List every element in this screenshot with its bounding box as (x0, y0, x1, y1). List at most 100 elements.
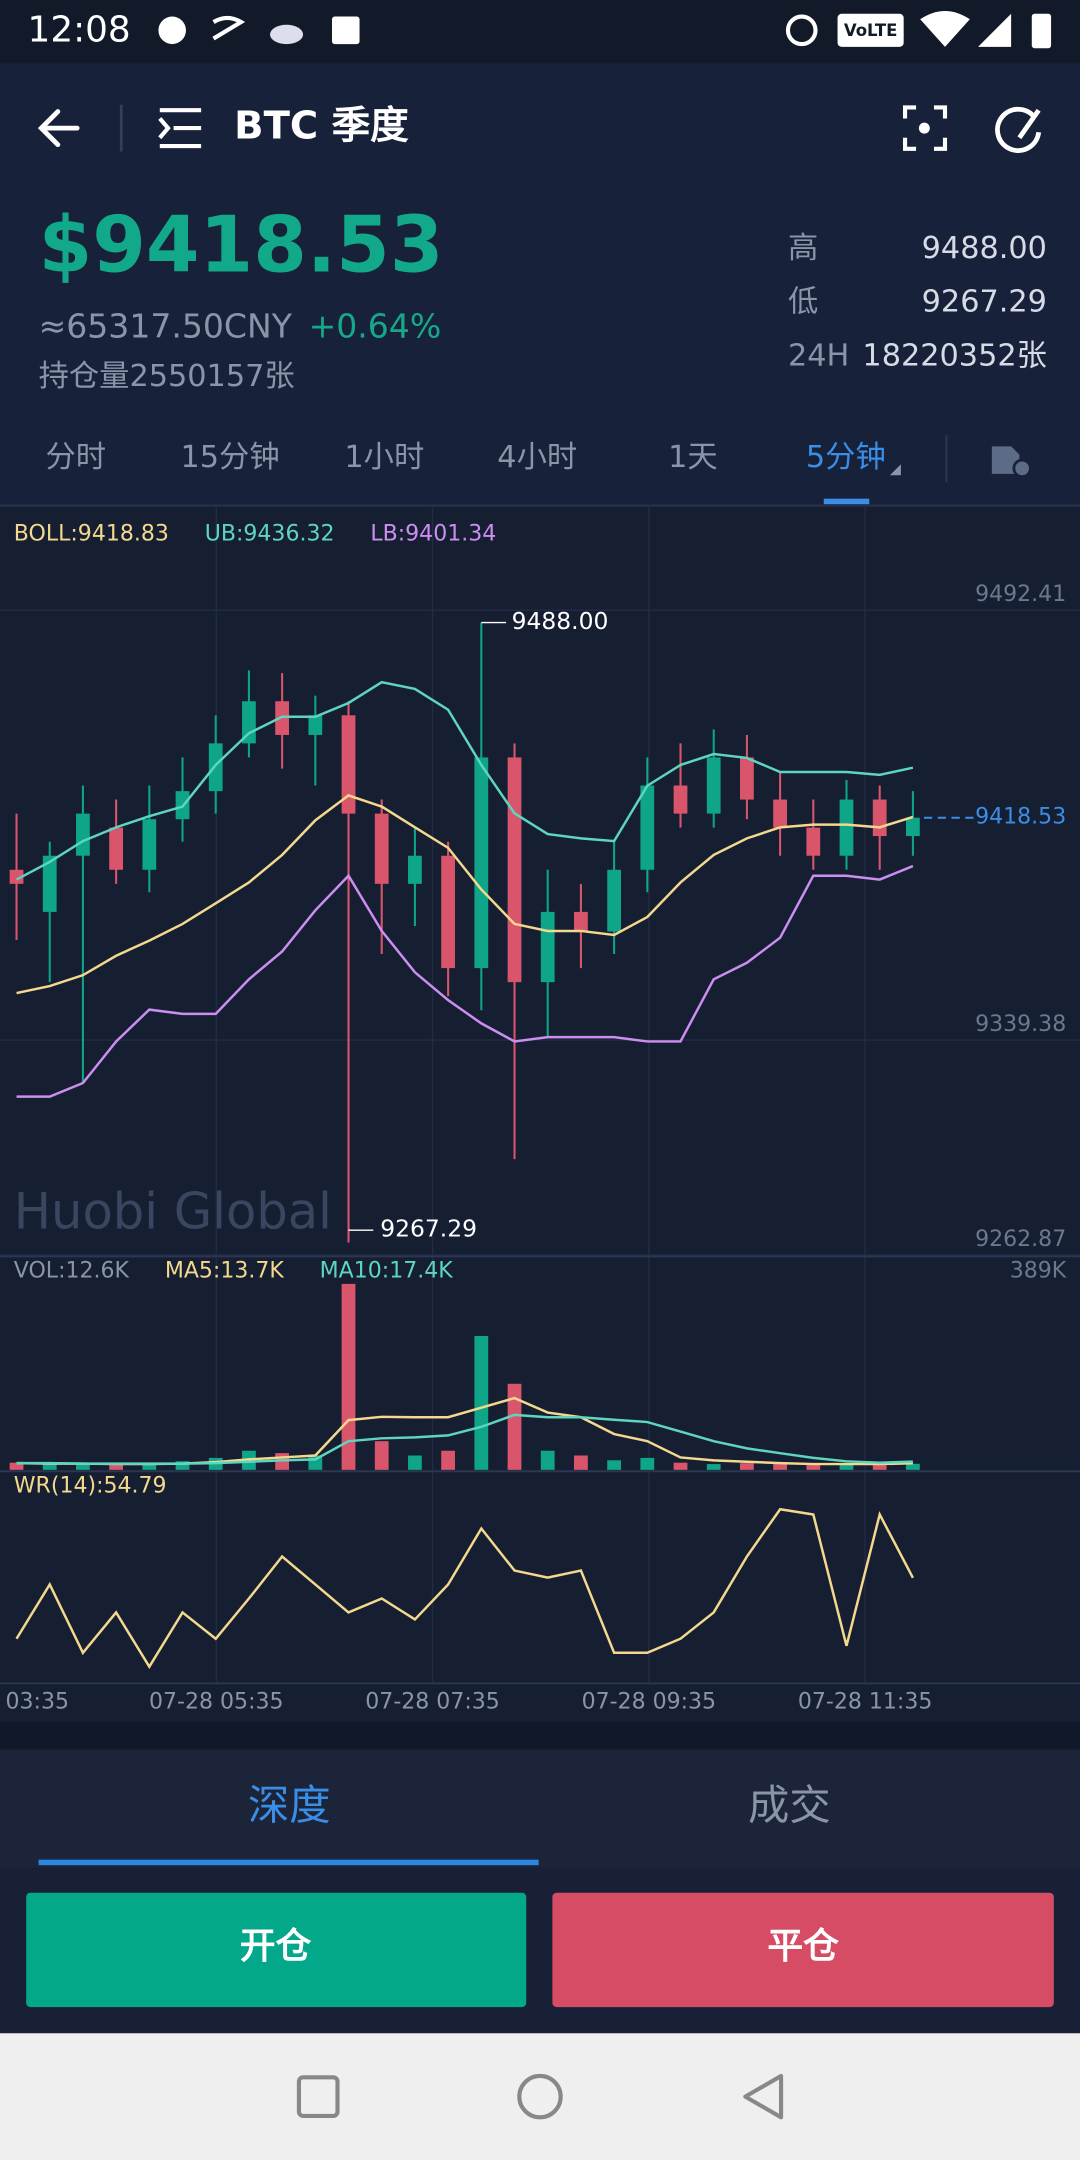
y-tick-label: 9339.38 (975, 1012, 1066, 1037)
back-button[interactable] (37, 109, 80, 148)
stat-value: 18220352张 (862, 338, 1047, 373)
time-label: 03:35 (6, 1690, 70, 1715)
volume-bar (839, 1464, 854, 1470)
volume-bar (142, 1464, 157, 1470)
volume-bar (574, 1455, 588, 1470)
tab-indicator (823, 498, 870, 505)
volume-bar (507, 1383, 522, 1470)
candle-body (574, 911, 588, 932)
candle-body (109, 827, 124, 870)
last-price-label: 9418.53 (975, 805, 1066, 830)
volume-bar (607, 1460, 621, 1470)
nav-bar (0, 2033, 1080, 2160)
clock: 12:08 (28, 10, 131, 51)
volume-bar (773, 1464, 787, 1470)
close-button[interactable] (552, 1892, 1054, 2008)
interval-tab[interactable]: 15分钟 (180, 440, 279, 475)
candle-body (706, 757, 721, 814)
volume-bar (906, 1463, 920, 1470)
ma-line (16, 1413, 913, 1465)
open-interest: 持仓量2550157张 (39, 359, 295, 394)
stat-label: 24H (788, 338, 849, 373)
candle-body (507, 757, 522, 983)
interval-tab[interactable]: 分时 (45, 440, 106, 475)
time-label: 07-28 09:35 (582, 1690, 717, 1715)
candle-body (308, 715, 323, 735)
boll-line (16, 864, 914, 1098)
candle-body (773, 799, 787, 828)
candle-body (474, 757, 489, 969)
volume-bar (540, 1450, 555, 1470)
open-button[interactable] (26, 1892, 527, 2008)
stat-value: 9267.29 (922, 285, 1047, 320)
last-price-bg (979, 803, 1071, 832)
volume-bar (441, 1450, 456, 1470)
spacer (0, 1721, 1080, 1750)
bottom-tab-indicator (38, 1859, 539, 1866)
screenshot-button[interactable] (902, 105, 948, 151)
boll-line (15, 680, 914, 881)
candle-body (341, 715, 356, 814)
weather-icon (270, 24, 304, 45)
last-price: $9418.53 (39, 201, 444, 291)
candle-body (142, 819, 157, 870)
legend-entry: MA5:13.7K (165, 1258, 285, 1283)
chart-panel (0, 506, 1080, 1722)
candle-body (740, 757, 754, 800)
bottom-tabs (0, 1749, 1080, 1868)
back-nav-button[interactable] (743, 2073, 784, 2120)
candle-body (872, 799, 887, 837)
watermark: Huobi Global (14, 1183, 332, 1241)
bottom-tab[interactable]: 成交 (748, 1782, 831, 1830)
volume-bar (109, 1465, 124, 1470)
status-icon (212, 15, 246, 41)
interval-tab[interactable]: 1天 (668, 440, 718, 475)
legend-entry: MA10:17.4K (320, 1258, 454, 1283)
menu-button[interactable] (158, 108, 202, 149)
wifi-icon (920, 11, 970, 47)
boll-line (16, 794, 914, 995)
volte-text: VoLTE (844, 21, 898, 40)
price-change: +0.64% (309, 306, 442, 345)
share-button[interactable] (995, 106, 1042, 153)
recents-button[interactable] (296, 2075, 340, 2118)
screenshot-dot (918, 122, 930, 134)
volume-bar (76, 1463, 90, 1470)
stat-value: 9488.00 (922, 231, 1047, 266)
y-tick-label: 9262.87 (975, 1227, 1066, 1252)
y-tick-label: 389K (1010, 1258, 1067, 1283)
close-button-label: 平仓 (767, 1926, 839, 1967)
candle-body (806, 827, 821, 856)
candle-body (441, 855, 456, 969)
interval-tab[interactable]: 5分钟 (806, 440, 886, 475)
interval-tab[interactable]: 4小时 (497, 440, 577, 475)
legend-entry: UB:9436.32 (205, 521, 335, 546)
time-label: 07-28 07:35 (365, 1690, 500, 1715)
home-button[interactable] (517, 2073, 563, 2120)
cny-price: ≈65317.50CNY (39, 306, 293, 345)
stat-label: 高 (788, 231, 818, 266)
legend-entry: WR(14):54.79 (14, 1473, 167, 1498)
battery-icon (1031, 13, 1052, 49)
volume-bar (474, 1335, 489, 1470)
volume-bar (872, 1465, 887, 1470)
bottom-tab[interactable]: 深度 (248, 1782, 331, 1830)
chart-settings-button[interactable] (991, 446, 1020, 474)
bottom-tab-list: 深度 成交 (38, 1782, 831, 1866)
gear-icon (1012, 458, 1032, 479)
legend-entry: LB:9401.34 (370, 521, 496, 546)
candle-body (540, 911, 555, 983)
volume-bar (640, 1457, 655, 1470)
time-label: 07-28 05:35 (149, 1690, 284, 1715)
volume-bar (806, 1465, 821, 1470)
volume-bar (408, 1455, 422, 1470)
kline-chart: 9492.41 9339.38 9262.87 BOLL:9418.83 UB:9436… (0, 521, 1080, 1670)
image-icon (331, 16, 360, 45)
status-icon (158, 16, 186, 45)
high-label: 9488.00 (512, 607, 609, 635)
wr-line (15, 1507, 915, 1670)
interval-tab[interactable]: 1小时 (344, 440, 424, 475)
candle-body (673, 785, 688, 814)
